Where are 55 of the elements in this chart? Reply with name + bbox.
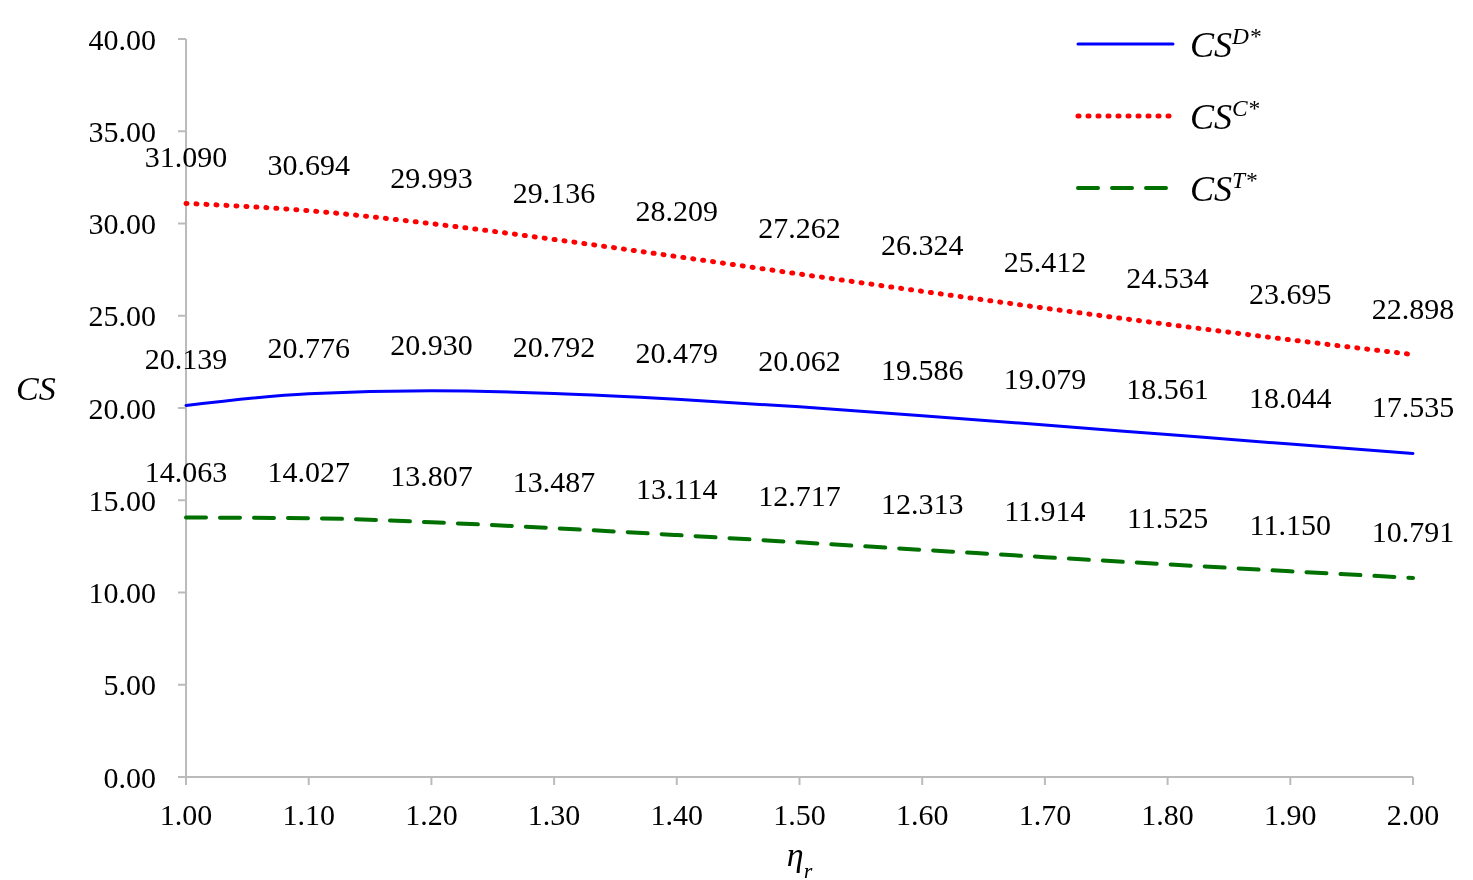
x-tick-label: 1.60 xyxy=(895,798,949,831)
x-tick-label: 1.70 xyxy=(1018,798,1072,831)
data-label: 17.535 xyxy=(1371,390,1455,424)
y-tick-label: 25.00 xyxy=(88,299,156,333)
y-tick-label: 10.00 xyxy=(88,576,156,609)
x-tick-label: 2.00 xyxy=(1386,798,1440,831)
y-tick-label: 5.00 xyxy=(103,668,156,702)
y-tick-label: 0.00 xyxy=(103,760,156,794)
data-label: 19.079 xyxy=(1003,361,1087,395)
data-label: 11.914 xyxy=(1004,494,1086,528)
data-label: 22.898 xyxy=(1371,291,1455,325)
y-tick-label: 20.00 xyxy=(88,391,156,425)
data-label: 20.792 xyxy=(512,330,596,364)
y-tick-label: 30.00 xyxy=(88,207,156,240)
data-label: 20.930 xyxy=(390,327,473,361)
data-label: 29.136 xyxy=(512,176,596,210)
data-label: 20.776 xyxy=(267,330,350,364)
data-label: 20.479 xyxy=(635,336,719,370)
data-label: 26.324 xyxy=(880,228,964,262)
legend-label: CS$^{T*}$ xyxy=(1190,166,1258,209)
data-label: 13.807 xyxy=(390,459,473,493)
data-label: 11.525 xyxy=(1126,501,1209,535)
y-axis-title: CS xyxy=(16,370,56,407)
data-label: 12.313 xyxy=(880,486,964,520)
data-label: 12.717 xyxy=(758,479,841,513)
legend-label: CS$^{D*}$ xyxy=(1190,22,1261,65)
data-label: 23.695 xyxy=(1249,276,1332,310)
data-label: 13.487 xyxy=(512,465,596,499)
x-tick-label: 1.10 xyxy=(282,798,335,831)
data-label: 24.534 xyxy=(1126,261,1209,295)
data-label: 11.150 xyxy=(1249,508,1331,542)
x-tick-label: 1.90 xyxy=(1264,798,1317,831)
x-tick-label: 1.80 xyxy=(1141,798,1194,831)
data-label: 27.262 xyxy=(758,211,841,245)
x-axis-title: η$_{r}$ xyxy=(786,836,813,880)
data-label: 30.694 xyxy=(267,147,350,181)
data-label: 20.062 xyxy=(758,343,841,377)
data-label: 18.561 xyxy=(1126,371,1209,405)
x-tick-label: 1.20 xyxy=(405,798,458,831)
data-label: 13.114 xyxy=(636,472,718,506)
y-tick-label: 40.00 xyxy=(88,22,156,56)
legend-label: CS$^{C*}$ xyxy=(1190,94,1260,137)
data-label: 25.412 xyxy=(1003,245,1087,279)
data-label: 19.586 xyxy=(880,352,964,386)
data-label: 20.139 xyxy=(144,342,228,376)
x-tick-label: 1.30 xyxy=(527,798,581,831)
data-label: 14.027 xyxy=(267,455,350,489)
x-tick-label: 1.40 xyxy=(650,798,704,831)
data-label: 10.791 xyxy=(1371,514,1455,548)
data-label: 29.993 xyxy=(390,160,473,194)
y-tick-label: 35.00 xyxy=(88,114,156,148)
x-tick-label: 1.00 xyxy=(159,798,213,831)
data-label: 18.044 xyxy=(1249,381,1332,415)
x-tick-label: 1.50 xyxy=(773,798,826,831)
data-label: 28.209 xyxy=(635,193,719,227)
